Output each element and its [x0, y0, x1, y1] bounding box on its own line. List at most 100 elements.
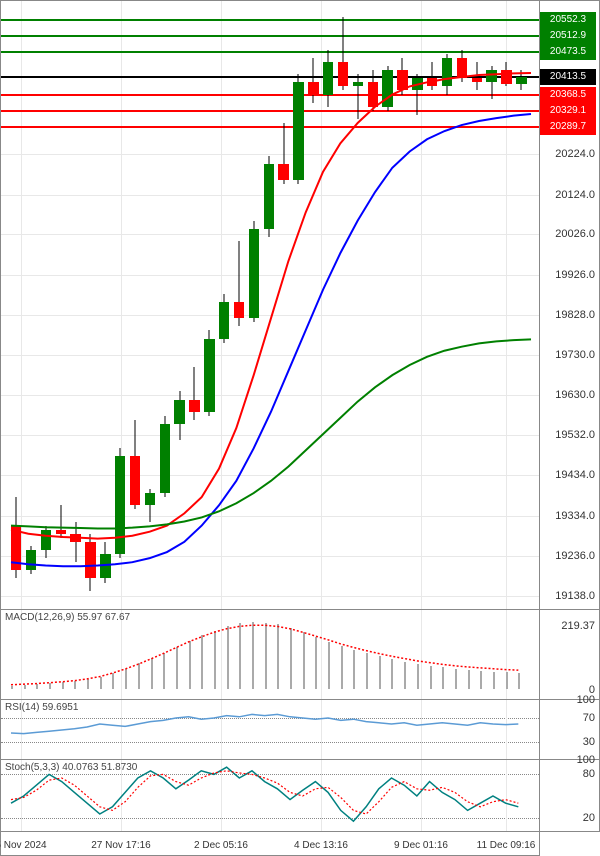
ytick-label: 19532.0	[555, 429, 595, 441]
macd-bar	[265, 623, 267, 690]
macd-bar	[201, 635, 203, 689]
candle	[278, 1, 288, 611]
macd-bar	[442, 667, 444, 689]
candle	[382, 1, 392, 611]
macd-bar	[49, 683, 51, 689]
candle	[412, 1, 422, 611]
rsi-yaxis: 3070100	[540, 700, 600, 760]
macd-bar	[493, 672, 495, 690]
price-level-label: 20512.9	[540, 28, 596, 44]
macd-bar	[176, 647, 178, 689]
macd-bar	[455, 669, 457, 689]
candle	[457, 1, 467, 611]
macd-bar	[328, 642, 330, 689]
candle	[100, 1, 110, 611]
stoch-ytick: 20	[583, 812, 595, 824]
macd-bar	[252, 622, 254, 689]
macd-bar	[62, 682, 64, 689]
macd-bar	[138, 663, 140, 689]
candle	[486, 1, 496, 611]
candle	[501, 1, 511, 611]
macd-bar	[163, 653, 165, 689]
ytick-label: 20124.0	[555, 189, 595, 201]
ytick-label: 19730.0	[555, 349, 595, 361]
macd-bar	[100, 677, 102, 689]
candle	[174, 1, 184, 611]
macd-bar	[430, 666, 432, 689]
stoch-d-line	[11, 771, 518, 814]
candle	[26, 1, 36, 611]
ytick-label: 19334.0	[555, 510, 595, 522]
candle	[219, 1, 229, 611]
candle	[516, 1, 526, 611]
price-level-label: 20329.1	[540, 103, 596, 119]
macd-bar	[36, 684, 38, 689]
rsi-title: RSI(14) 59.6951	[5, 702, 78, 713]
candle	[130, 1, 140, 611]
candle	[338, 1, 348, 611]
candle	[70, 1, 80, 611]
candle	[160, 1, 170, 611]
candle	[189, 1, 199, 611]
xtick-label: 2 Dec 05:16	[194, 840, 248, 851]
xtick-label: 9 Dec 01:16	[394, 840, 448, 851]
stoch-panel: Stoch(5,3,3) 40.0763 51.8730	[0, 760, 540, 832]
xaxis-panel: 5 Nov 202427 Nov 17:162 Dec 05:164 Dec 1…	[0, 832, 540, 856]
macd-bar	[125, 669, 127, 689]
macd-bar	[74, 681, 76, 689]
candle	[204, 1, 214, 611]
candle	[323, 1, 333, 611]
rsi-ytick: 100	[577, 694, 595, 706]
candle	[145, 1, 155, 611]
macd-bar	[112, 673, 114, 689]
xtick-label: 27 Nov 17:16	[91, 840, 151, 851]
macd-yaxis: 0219.37	[540, 610, 600, 700]
macd-bar	[24, 685, 26, 689]
candle	[249, 1, 259, 611]
candle	[442, 1, 452, 611]
ytick-label: 20026.0	[555, 228, 595, 240]
macd-bar	[506, 672, 508, 689]
price-level-label: 20289.7	[540, 119, 596, 135]
candle	[264, 1, 274, 611]
macd-bar	[341, 646, 343, 689]
macd-bar	[480, 671, 482, 689]
stoch-title: Stoch(5,3,3) 40.0763 51.8730	[5, 762, 137, 773]
macd-bar	[417, 664, 419, 689]
rsi-ytick: 30	[583, 736, 595, 748]
stoch-ytick: 100	[577, 754, 595, 766]
candle	[308, 1, 318, 611]
macd-bar	[11, 686, 13, 690]
macd-bar	[391, 659, 393, 689]
stoch-ytick: 80	[583, 768, 595, 780]
candle	[56, 1, 66, 611]
candle	[41, 1, 51, 611]
price-level-label: 20413.5	[540, 69, 596, 85]
candle	[293, 1, 303, 611]
xtick-label: 5 Nov 2024	[0, 840, 47, 851]
candle	[234, 1, 244, 611]
ytick-label: 19828.0	[555, 309, 595, 321]
macd-bar	[227, 626, 229, 689]
candle	[115, 1, 125, 611]
chart-container: 19138.019236.019334.019434.019532.019630…	[0, 0, 600, 856]
macd-bar	[468, 670, 470, 689]
candle	[397, 1, 407, 611]
macd-bar	[87, 679, 89, 689]
macd-bar	[379, 656, 381, 689]
price-level-label: 20552.3	[540, 12, 596, 28]
macd-panel: MACD(12,26,9) 55.97 67.67	[0, 610, 540, 700]
ytick-label: 19236.0	[555, 550, 595, 562]
candle	[427, 1, 437, 611]
macd-bar	[239, 623, 241, 689]
candle	[85, 1, 95, 611]
macd-ytick: 219.37	[561, 620, 595, 632]
ytick-label: 19926.0	[555, 269, 595, 281]
price-level-label: 20368.5	[540, 87, 596, 103]
ytick-label: 19434.0	[555, 469, 595, 481]
macd-bar	[518, 673, 520, 689]
candle	[368, 1, 378, 611]
candle	[11, 1, 21, 611]
ytick-label: 19138.0	[555, 590, 595, 602]
candle	[353, 1, 363, 611]
